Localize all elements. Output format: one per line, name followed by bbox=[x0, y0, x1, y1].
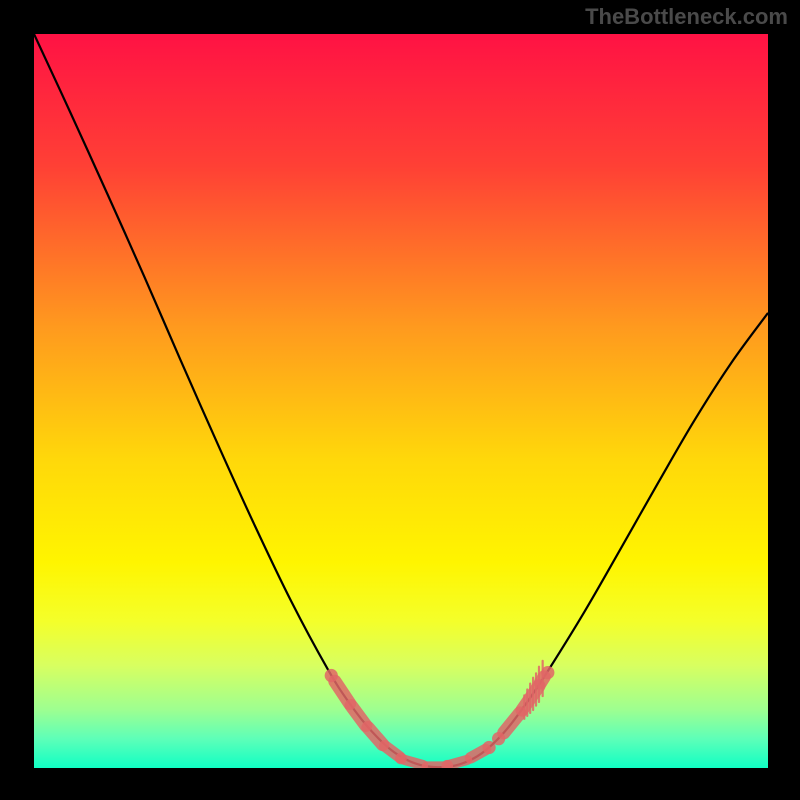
plot-area bbox=[34, 34, 768, 768]
marker-dot bbox=[395, 753, 407, 765]
chart-svg bbox=[34, 34, 768, 768]
attribution-text: TheBottleneck.com bbox=[585, 4, 788, 30]
marker-segment bbox=[351, 706, 366, 726]
marker-segment bbox=[540, 677, 544, 683]
marker-segment bbox=[504, 713, 520, 733]
bottleneck-curve bbox=[34, 34, 768, 767]
marker-segment bbox=[335, 681, 350, 703]
marker-segment bbox=[471, 750, 486, 758]
marker-dot bbox=[325, 669, 338, 682]
marker-dot bbox=[541, 666, 554, 679]
marker-segment bbox=[405, 760, 423, 765]
marker-cluster bbox=[325, 661, 555, 768]
marker-dot bbox=[492, 732, 505, 745]
marker-segment bbox=[368, 728, 383, 745]
